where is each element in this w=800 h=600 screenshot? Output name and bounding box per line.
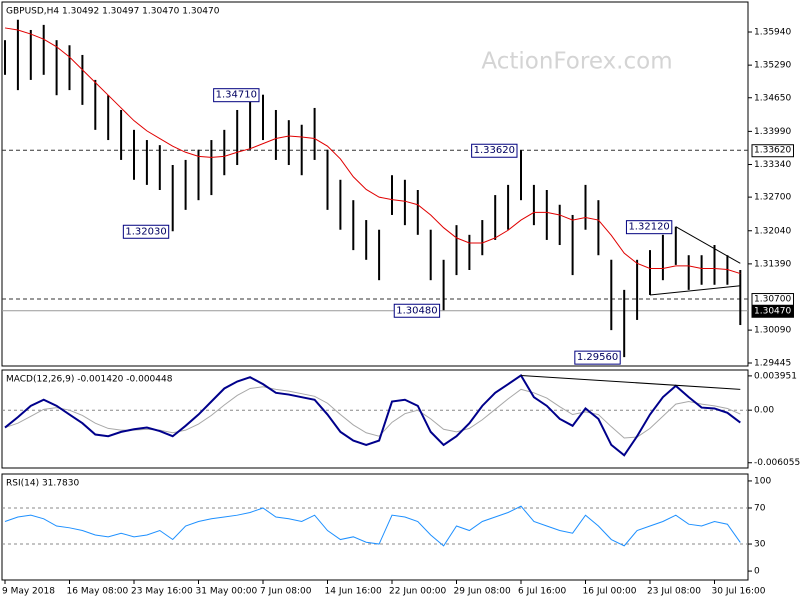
y-tick-label: -0.006055: [754, 458, 800, 468]
x-tick-label: 16 May 08:00: [67, 587, 129, 597]
x-tick-label: 14 Jun 16:00: [325, 587, 382, 597]
y-tick-label: 100: [754, 476, 771, 486]
y-tick-label: 0.00: [754, 406, 774, 416]
annotation: 1.29560: [577, 352, 618, 363]
panel-frame: [1, 473, 749, 581]
annotation: 1.34710: [216, 90, 257, 101]
price-label: 1.30700: [754, 295, 791, 305]
x-tick-label: 23 May 16:00: [131, 587, 193, 597]
annotation: 1.32120: [628, 222, 669, 233]
label-box: [122, 224, 170, 239]
label-box: [471, 143, 518, 158]
trend-line: [675, 226, 741, 264]
x-tick-label: 30 Jul 16:00: [712, 587, 766, 597]
y-tick-label: 0: [754, 567, 760, 577]
annotation: 1.32030: [125, 226, 166, 237]
y-tick-label: 1.31390: [754, 259, 791, 269]
y-tick-label: 1.35940: [754, 28, 791, 38]
y-tick-label: 1.29445: [754, 358, 791, 368]
label-box: [213, 88, 260, 103]
panel-title: MACD(12,26,9) -0.001420 -0.000448: [6, 375, 173, 385]
y-tick-label: 1.30090: [754, 326, 791, 336]
label-box: [751, 144, 794, 158]
y-tick-label: 30: [754, 540, 766, 550]
y-tick-label: 1.34650: [754, 93, 791, 103]
panel-title: GBPUSD,H4 1.30492 1.30497 1.30470 1.3047…: [6, 7, 220, 17]
rsi-line: [4, 505, 741, 547]
panel-title: RSI(14) 31.7830: [6, 479, 79, 489]
annotation: 1.30480: [396, 305, 437, 316]
y-tick-label: 1.33340: [754, 160, 791, 170]
panel-frame: [1, 369, 749, 469]
price-label: 1.33620: [754, 146, 791, 156]
label-box: [574, 350, 621, 365]
x-tick-label: 16 Jul 00:00: [583, 587, 637, 597]
y-tick-label: 70: [754, 503, 766, 513]
x-tick-label: 6 Jul 16:00: [518, 587, 567, 597]
moving-average: [4, 27, 741, 275]
annotation: 1.33620: [474, 145, 515, 156]
x-tick-label: 31 May 00:00: [196, 587, 258, 597]
x-tick-label: 29 Jun 08:00: [454, 587, 511, 597]
x-tick-label: 7 Jun 08:00: [260, 587, 312, 597]
x-tick-label: 22 Jun 00:00: [389, 587, 446, 597]
y-tick-label: 1.32040: [754, 226, 791, 236]
watermark: ActionForex.com: [481, 49, 672, 75]
label-box: [393, 303, 441, 318]
price-label: 1.30470: [754, 306, 791, 316]
trend-line: [520, 374, 741, 390]
y-tick-label: 1.33990: [754, 127, 791, 137]
y-tick-label: 1.35290: [754, 61, 791, 71]
y-tick-label: 0.003951: [754, 371, 797, 381]
trend-line: [649, 285, 741, 296]
label-box: [625, 220, 673, 235]
y-tick-label: 1.32700: [754, 193, 791, 203]
x-tick-label: 23 Jul 08:00: [647, 587, 701, 597]
label-box: [751, 304, 794, 318]
x-tick-label: 9 May 2018: [2, 587, 55, 597]
macd-line: [4, 374, 741, 457]
